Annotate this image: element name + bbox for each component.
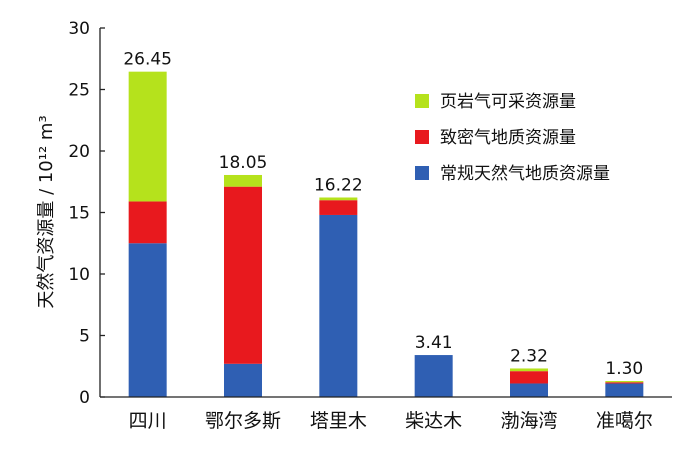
bar-segment bbox=[605, 382, 644, 384]
y-tick-label: 30 bbox=[68, 19, 90, 39]
legend-swatch bbox=[415, 94, 429, 108]
total-label: 3.41 bbox=[415, 333, 453, 353]
x-tick-label: 塔里木 bbox=[310, 410, 367, 432]
y-tick-label: 10 bbox=[68, 265, 90, 285]
y-tick-label: 0 bbox=[79, 388, 90, 408]
legend-label: 页岩气可采资源量 bbox=[440, 92, 576, 112]
y-tick-label: 15 bbox=[68, 204, 90, 224]
x-ticks-group: 四川 鄂尔多斯 塔里木 柴达木 渤海湾 准噶尔 bbox=[129, 410, 653, 432]
bar-segment bbox=[128, 201, 167, 244]
x-tick-label: 鄂尔多斯 bbox=[205, 410, 281, 432]
total-label: 2.32 bbox=[510, 346, 548, 366]
bar-segment bbox=[414, 355, 453, 397]
y-ticks-group: 0 5 10 15 20 25 30 bbox=[68, 19, 105, 408]
bar-segment bbox=[510, 371, 548, 384]
y-axis-label: 天然气资源量 / 10¹² m³ bbox=[36, 115, 57, 308]
bar-segment bbox=[510, 383, 548, 397]
bar-segment bbox=[128, 71, 167, 202]
x-tick-label: 准噶尔 bbox=[596, 410, 653, 432]
bars-group bbox=[128, 71, 644, 397]
x-tick-label: 渤海湾 bbox=[500, 410, 557, 432]
bar-segment bbox=[224, 186, 262, 364]
x-tick-label: 四川 bbox=[129, 410, 167, 432]
legend-swatch bbox=[415, 166, 429, 180]
total-label: 18.05 bbox=[219, 153, 268, 173]
y-tick-label: 25 bbox=[68, 81, 90, 101]
total-label: 26.45 bbox=[123, 50, 172, 70]
legend-label: 常规天然气地质资源量 bbox=[440, 164, 610, 184]
y-tick-label: 20 bbox=[68, 142, 90, 162]
bar-segment bbox=[319, 197, 358, 201]
bar-segment bbox=[224, 363, 262, 397]
bar-segment bbox=[319, 200, 358, 215]
bar-segment bbox=[510, 368, 548, 372]
bar-segment bbox=[605, 381, 644, 383]
bar-segment bbox=[128, 243, 167, 397]
x-tick-label: 柴达木 bbox=[405, 410, 462, 432]
total-label: 1.30 bbox=[605, 359, 643, 379]
legend-swatch bbox=[415, 130, 429, 144]
total-label: 16.22 bbox=[314, 175, 363, 195]
bar-segment bbox=[224, 174, 262, 187]
y-tick-label: 5 bbox=[79, 327, 90, 347]
bar-segment bbox=[319, 214, 358, 397]
total-labels-group: 26.45 18.05 16.22 3.41 2.32 1.30 bbox=[123, 50, 643, 379]
legend-label: 致密气地质资源量 bbox=[440, 128, 576, 148]
bar-segment bbox=[605, 383, 644, 397]
